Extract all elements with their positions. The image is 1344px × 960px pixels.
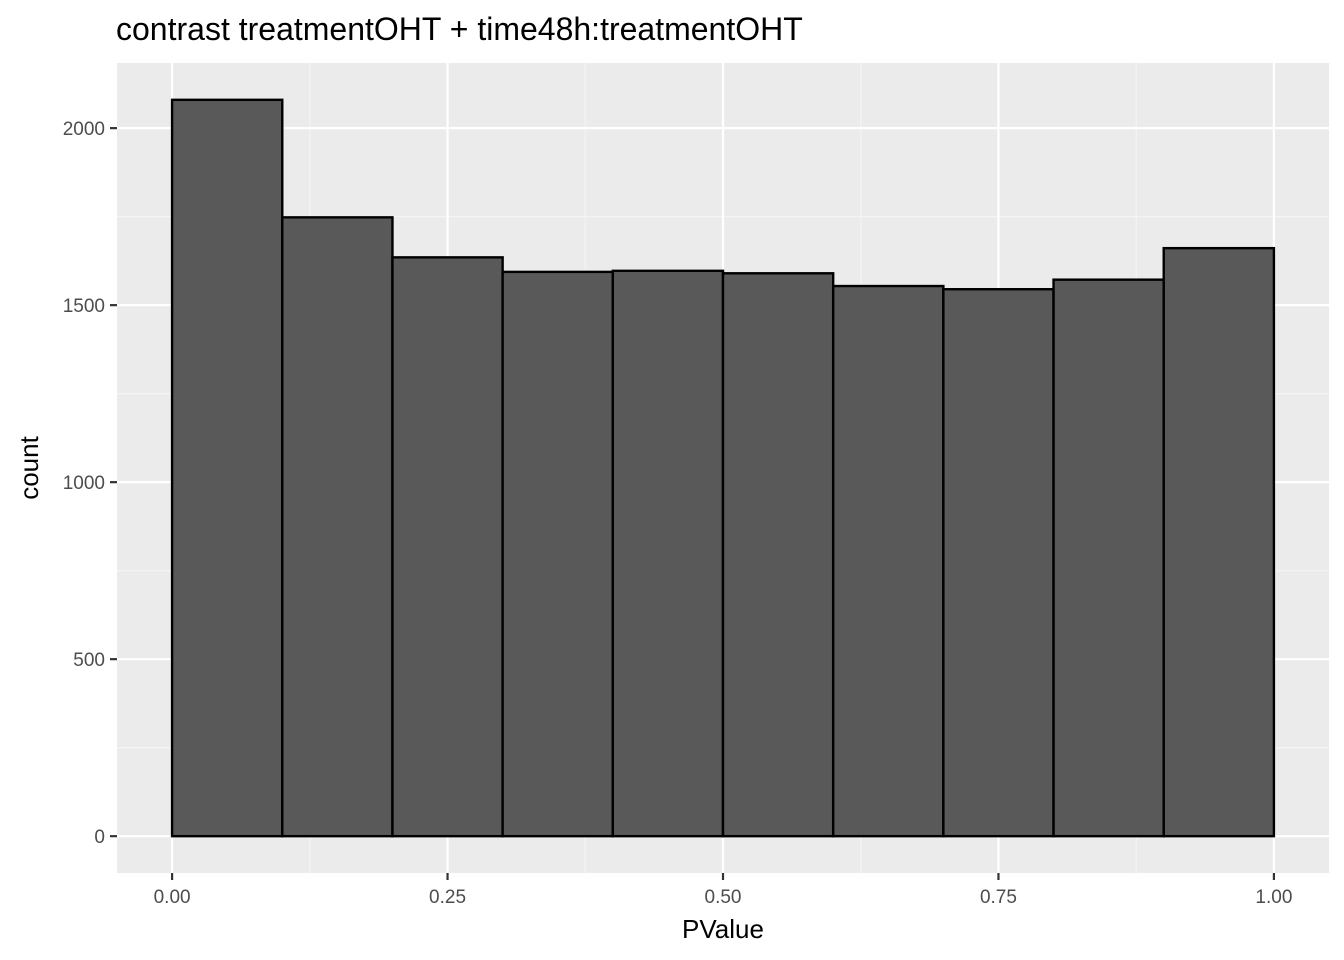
histogram-bar — [1052, 278, 1165, 838]
x-tick-label: 0.25 — [429, 887, 466, 908]
y-axis-title: count — [14, 435, 44, 499]
y-tick-label: 1500 — [63, 296, 105, 317]
y-tick-label: 500 — [73, 650, 105, 671]
histogram-bar — [721, 272, 835, 838]
x-axis: 0.00 0.25 0.50 0.75 1.00 — [154, 873, 1292, 908]
histogram-bar — [501, 270, 615, 838]
histogram-bar — [942, 288, 1055, 838]
x-tick-label: 1.00 — [1255, 887, 1292, 908]
histogram-bar — [391, 256, 504, 838]
x-tick-label: 0.50 — [705, 887, 742, 908]
histogram-bar — [1162, 246, 1276, 838]
y-axis: 0 500 1000 1500 2000 — [63, 119, 117, 848]
y-tick-label: 1000 — [63, 473, 105, 494]
x-tick-label: 0.75 — [980, 887, 1017, 908]
y-tick-label: 0 — [94, 827, 105, 848]
histogram-bar — [831, 284, 945, 838]
histogram-bar — [170, 98, 284, 838]
chart-title: contrast treatmentOHT + time48h:treatmen… — [116, 11, 803, 47]
histogram-bar — [281, 216, 394, 838]
x-tick-label: 0.00 — [154, 887, 191, 908]
x-axis-title: PValue — [682, 914, 764, 944]
histogram-bars — [170, 98, 1276, 838]
histogram-bar — [611, 269, 725, 838]
y-tick-label: 2000 — [63, 119, 105, 140]
